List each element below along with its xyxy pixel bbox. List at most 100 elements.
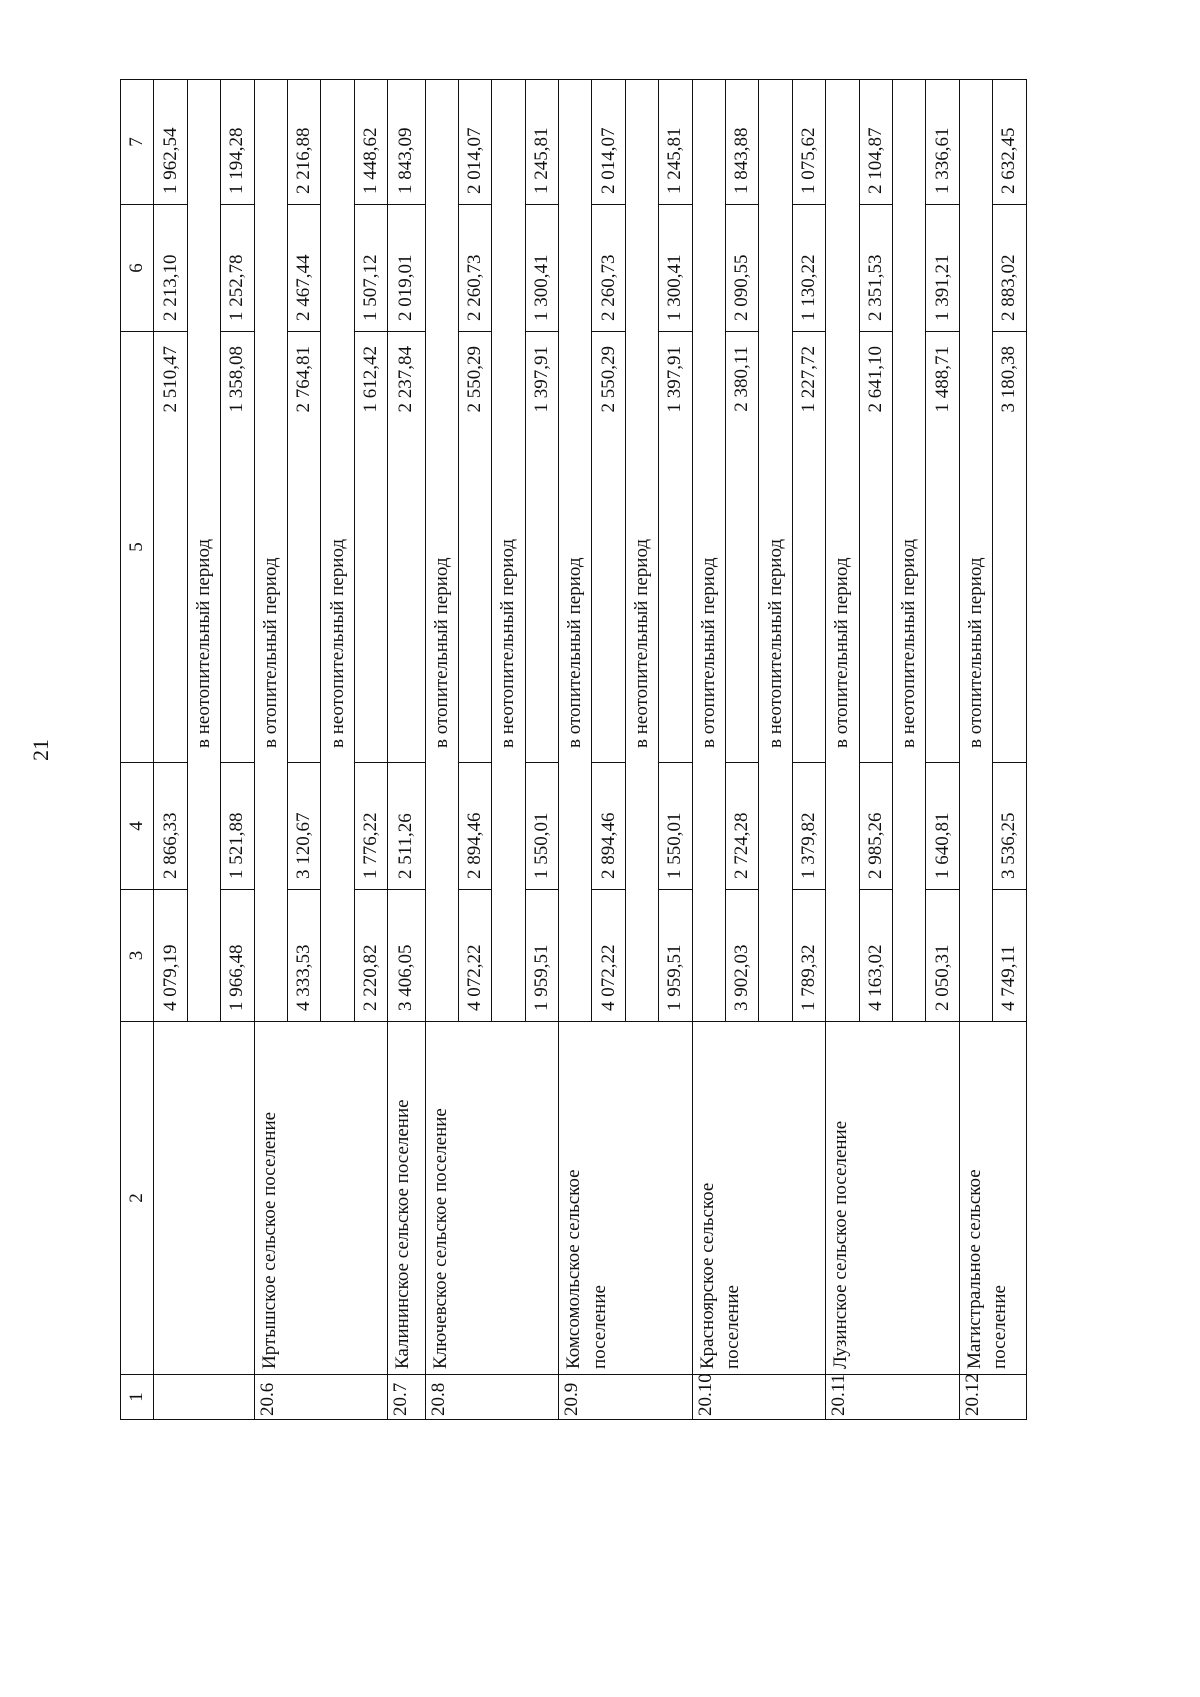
- value-cell: 1 550,01: [525, 762, 559, 890]
- item-number: 20.12: [959, 1374, 1027, 1420]
- value-cell: 2 632,45: [992, 79, 1027, 205]
- value-cell: 2 764,81: [287, 331, 321, 763]
- header-cell: 2: [120, 1021, 154, 1375]
- value-cell: 2 050,31: [925, 889, 960, 1022]
- value-cell: 2 550,29: [458, 331, 492, 763]
- value-cell: 2 216,88: [287, 79, 321, 205]
- period-row: 20.8 Ключевское сельское поселение в отопи…: [425, 79, 559, 1420]
- value-cell: 2 866,33: [153, 762, 188, 890]
- header-cell: 1: [120, 1374, 154, 1420]
- settlement-name: Красноярское сельское поселение: [692, 1021, 826, 1375]
- value-cell: 2 511,26: [387, 762, 426, 890]
- period-label: в отопительный период: [425, 79, 459, 1022]
- value-cell: 1 521,88: [220, 762, 255, 890]
- settlement-name: Ключевское сельское поселение: [425, 1021, 559, 1375]
- item-number: 20.6: [254, 1374, 388, 1420]
- value-cell: 1 075,62: [792, 79, 826, 205]
- value-cell: 4 072,22: [591, 889, 626, 1022]
- value-cell: 2 104,87: [859, 79, 893, 205]
- value-cell: 1 640,81: [925, 762, 960, 890]
- value-cell: 1 227,72: [792, 331, 826, 763]
- value-cell: 2 014,07: [591, 79, 626, 205]
- header-cell: 5: [120, 331, 154, 763]
- period-row: 20.10 Красноярское сельское поселение в от…: [692, 79, 826, 1420]
- item-number: 20.11: [825, 1374, 960, 1420]
- value-cell: 1 550,01: [658, 762, 693, 890]
- value-cell: 1 962,54: [153, 79, 188, 205]
- value-cell: 3 536,25: [992, 762, 1027, 890]
- period-label: в отопительный период: [959, 79, 993, 1022]
- value-cell: 2 014,07: [458, 79, 492, 205]
- settlement-name: [153, 1021, 255, 1375]
- period-label: в отопительный период: [254, 79, 288, 1022]
- settlement-name: Иртышское сельское поселение: [254, 1021, 388, 1375]
- period-row: 20.6 Иртышское сельское поселение в отопит…: [254, 79, 388, 1420]
- settlement-name: Калининское сельское поселение: [387, 1021, 426, 1375]
- value-cell: 4 749,11: [992, 889, 1027, 1022]
- period-label: в неотопительный период: [758, 79, 793, 1022]
- period-row: 20.11 Лузинское сельское поселение в отопи…: [825, 79, 960, 1420]
- value-cell: 2 894,46: [591, 762, 626, 890]
- value-cell: 2 351,53: [859, 204, 893, 332]
- header-cell: 7: [120, 79, 154, 205]
- page-number: 21: [28, 739, 53, 761]
- period-label: в неотопительный период: [491, 79, 526, 1022]
- settlement-name: Комсомольское сельское поселение: [558, 1021, 693, 1375]
- item-number: 20.7: [387, 1374, 426, 1420]
- value-cell: 1 397,91: [525, 331, 559, 763]
- value-cell: 4 079,19: [153, 889, 188, 1022]
- value-cell: 1 358,08: [220, 331, 255, 763]
- value-cell: 1 252,78: [220, 204, 255, 332]
- value-cell: 2 883,02: [992, 204, 1027, 332]
- value-cell: 1 776,22: [354, 762, 388, 890]
- value-cell: 1 379,82: [792, 762, 826, 890]
- period-row: 20.9 Комсомольское сельское поселение в от…: [558, 79, 693, 1420]
- value-cell: 2 380,11: [725, 331, 759, 763]
- value-cell: 2 894,46: [458, 762, 492, 890]
- value-cell: 1 300,41: [658, 204, 693, 332]
- header-row: 1 2 3 4 5 6 7: [120, 79, 154, 1420]
- item-number: 20.8: [425, 1374, 559, 1420]
- value-cell: 2 260,73: [591, 204, 626, 332]
- item-number: 20.9: [558, 1374, 693, 1420]
- value-cell: 1 959,51: [658, 889, 693, 1022]
- header-cell: 4: [120, 762, 154, 890]
- value-cell: 2 237,84: [387, 331, 426, 763]
- value-cell: 2 724,28: [725, 762, 759, 890]
- value-cell: 1 245,81: [658, 79, 693, 205]
- period-label: в неотопительный период: [320, 79, 355, 1022]
- rotated-page: 21 1 2 3 4 5 6 7 4 079,19 2 866,33 2 510,4…: [28, 79, 1200, 1420]
- period-label: в отопительный период: [692, 79, 726, 1022]
- value-cell: 4 333,53: [287, 889, 321, 1022]
- value-cell: 1 612,42: [354, 331, 388, 763]
- settlement-name: Лузинское сельское поселение: [825, 1021, 960, 1375]
- value-cell: 2 985,26: [859, 762, 893, 890]
- period-label: в неотопительный период: [892, 79, 926, 1022]
- item-number: [153, 1374, 255, 1420]
- value-cell: 2 090,55: [725, 204, 759, 332]
- value-cell: 2 220,82: [354, 889, 388, 1022]
- header-cell: 6: [120, 204, 154, 332]
- value-cell: 1 488,71: [925, 331, 960, 763]
- value-cell: 2 467,44: [287, 204, 321, 332]
- period-row: 20.12 Магистральное сельское поселение в о…: [959, 79, 1027, 1420]
- tariff-table: 1 2 3 4 5 6 7 4 079,19 2 866,33 2 510,47 2 …: [120, 79, 1027, 1420]
- table-body: 4 079,19 2 866,33 2 510,47 2 213,10 1 962,54…: [153, 79, 1027, 1420]
- value-cell: 1 397,91: [658, 331, 693, 763]
- value-cell: 3 120,67: [287, 762, 321, 890]
- value-cell: 2 019,01: [387, 204, 426, 332]
- value-cell: 1 336,61: [925, 79, 960, 205]
- item-number: 20.10: [692, 1374, 826, 1420]
- value-cell: 2 510,47: [153, 331, 188, 763]
- header-cell: 3: [120, 889, 154, 1022]
- value-cell: 1 300,41: [525, 204, 559, 332]
- value-cell: 2 260,73: [458, 204, 492, 332]
- value-cell: 1 507,12: [354, 204, 388, 332]
- value-cell: 1 789,32: [792, 889, 826, 1022]
- value-cell: 2 550,29: [591, 331, 626, 763]
- value-cell: 1 966,48: [220, 889, 255, 1022]
- period-label: в отопительный период: [825, 79, 860, 1022]
- value-cell: 4 072,22: [458, 889, 492, 1022]
- value-cell: 2 641,10: [859, 331, 893, 763]
- value-cell: 4 163,02: [859, 889, 893, 1022]
